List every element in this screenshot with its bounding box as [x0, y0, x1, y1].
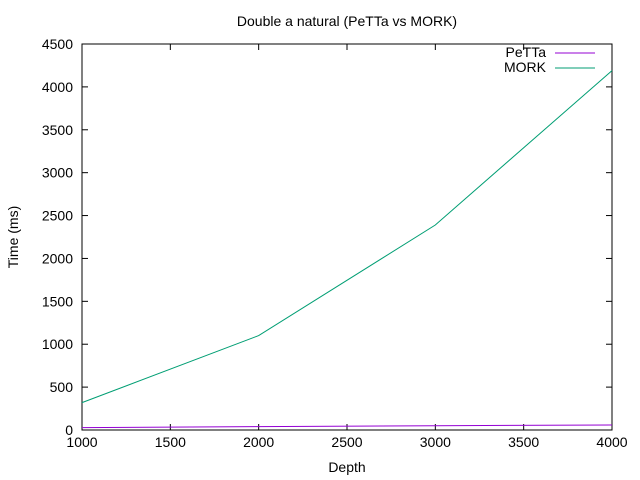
- x-tick-label: 2000: [243, 434, 274, 450]
- y-tick-label: 3500: [42, 122, 73, 138]
- x-tick-label: 3000: [420, 434, 451, 450]
- legend-label-mork: MORK: [504, 59, 547, 75]
- legend-label-petta: PeTTa: [506, 44, 547, 60]
- y-tick-label: 2500: [42, 208, 73, 224]
- series-layer: [81, 70, 613, 429]
- x-axis-label: Depth: [328, 459, 365, 475]
- x-tick-label: 1500: [155, 434, 186, 450]
- axis-ticks: 1000 1500 2000 2500 3000 3500 4000 0 500 1000 1500…: [42, 36, 628, 450]
- y-tick-label: 500: [50, 379, 74, 395]
- y-tick-label: 0: [65, 422, 73, 438]
- y-tick-label: 2000: [42, 250, 73, 266]
- x-tick-label: 3500: [508, 434, 539, 450]
- x-tick-label: 2500: [331, 434, 362, 450]
- series-line-mork: [81, 70, 613, 404]
- series-line-petta: [81, 424, 613, 429]
- chart-title: Double a natural (PeTTa vs MORK): [237, 13, 457, 29]
- x-tick-label: 4000: [596, 434, 627, 450]
- y-axis-label: Time (ms): [5, 206, 21, 268]
- y-tick-label: 1000: [42, 336, 73, 352]
- y-tick-label: 3000: [42, 165, 73, 181]
- x-tick-label: 1000: [66, 434, 97, 450]
- y-tick-label: 4500: [42, 36, 73, 52]
- y-tick-label: 1500: [42, 293, 73, 309]
- y-tick-label: 4000: [42, 79, 73, 95]
